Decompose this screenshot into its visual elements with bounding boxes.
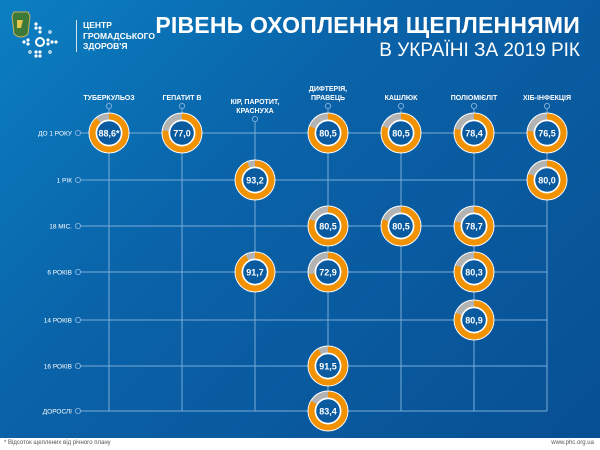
donut-value-arc xyxy=(235,160,275,200)
donut-value-arc xyxy=(527,113,567,153)
donut-value-label: 80,5 xyxy=(392,221,410,231)
donut-value-label: 76,5 xyxy=(538,128,556,138)
row-marker-icon xyxy=(74,316,82,324)
donut-value-label: 91,5 xyxy=(319,361,337,371)
column-label: ПРАВЕЦЬ xyxy=(311,95,345,102)
donut-center xyxy=(389,214,413,238)
donut-center xyxy=(462,121,486,145)
donut-center xyxy=(316,399,340,423)
donut-center xyxy=(243,168,267,192)
row-marker-icon xyxy=(74,362,82,370)
column-marker-icon xyxy=(397,102,405,110)
donut-value-label: 78,7 xyxy=(465,221,483,231)
donut-value-arc xyxy=(454,252,494,292)
page-subtitle: В УКРАЇНІ ЗА 2019 РІК xyxy=(379,40,580,61)
column-marker-icon xyxy=(178,102,186,110)
column-label: КАШЛЮК xyxy=(385,95,418,102)
donut-value-label: 80,5 xyxy=(392,128,410,138)
donut-value-arc xyxy=(454,300,494,340)
column-label: КРАСНУХА xyxy=(236,108,273,115)
donut-center xyxy=(462,308,486,332)
donut-center xyxy=(170,121,194,145)
row-label: 1 РІК xyxy=(57,178,73,185)
donut-value-arc xyxy=(308,252,348,292)
logo xyxy=(11,11,58,58)
row-marker-icon xyxy=(74,129,82,137)
column-label: ГЕПАТИТ В xyxy=(163,95,202,102)
row-label: 18 МІС. xyxy=(49,224,72,231)
org-line: ГРОМАДСЬКОГО xyxy=(83,30,155,41)
donut-value-arc xyxy=(308,206,348,246)
page-title: РІВЕНЬ ОХОПЛЕННЯ ЩЕПЛЕННЯМИ xyxy=(155,12,580,38)
column-marker-icon xyxy=(470,102,478,110)
column-marker-icon xyxy=(105,102,113,110)
donut-value-label: 80,5 xyxy=(319,221,337,231)
coverage-grid: ДО 1 РОКУ 1 РІК 18 МІС. 6 РОКІВ 14 РОКІВ 16 Р… xyxy=(38,86,571,431)
donut-value-label: 80,3 xyxy=(465,267,483,277)
donut-value-arc xyxy=(235,252,275,292)
column-marker-icon xyxy=(251,115,259,123)
donut-value-arc xyxy=(89,113,129,153)
column-label: ПОЛІОМІЄЛІТ xyxy=(451,95,498,102)
row-marker-icon xyxy=(74,268,82,276)
donut-value-label: 83,4 xyxy=(319,406,337,416)
donut-center xyxy=(316,214,340,238)
donut-value-arc xyxy=(527,160,567,200)
donut-center xyxy=(243,260,267,284)
org-line: ЦЕНТР xyxy=(83,20,112,30)
donut-value-arc xyxy=(308,346,348,386)
column-marker-icon xyxy=(543,102,551,110)
donut-value-label: 77,0 xyxy=(173,128,191,138)
row-label: 16 РОКІВ xyxy=(44,364,72,371)
column-label: ДИФТЕРІЯ, xyxy=(309,86,347,93)
donut-value-label: 91,7 xyxy=(246,267,264,277)
donut-center xyxy=(316,260,340,284)
donut-center xyxy=(462,214,486,238)
row-label: 14 РОКІВ xyxy=(44,318,72,325)
column-label: ТУБЕРКУЛЬОЗ xyxy=(83,95,135,102)
row-label: 6 РОКІВ xyxy=(47,270,72,277)
footnote: * Відсоток щеплених від річного плану xyxy=(4,440,111,446)
column-marker-icon xyxy=(324,102,332,110)
donut-center xyxy=(316,354,340,378)
donut-value-label: 80,5 xyxy=(319,128,337,138)
donut-value-arc xyxy=(454,206,494,246)
donut-value-label: 80,9 xyxy=(465,315,483,325)
donut-value-arc xyxy=(381,113,421,153)
donut-center xyxy=(535,121,559,145)
infographic: ЦЕНТР ГРОМАДСЬКОГО ЗДОРОВ'Я РІВЕНЬ ОХОПЛ… xyxy=(0,0,600,438)
row-label: ДОРОСЛІ xyxy=(43,409,72,416)
row-marker-icon xyxy=(74,222,82,230)
donut-value-arc xyxy=(162,113,202,153)
donut-center xyxy=(389,121,413,145)
donut-value-label: 72,9 xyxy=(319,267,337,277)
donut-value-label: 88,6* xyxy=(98,128,120,138)
donut-value-arc xyxy=(308,113,348,153)
donut-value-label: 93,2 xyxy=(246,175,264,185)
org-line: ЗДОРОВ'Я xyxy=(83,41,128,51)
row-label: ДО 1 РОКУ xyxy=(38,131,73,138)
row-marker-icon xyxy=(74,407,82,415)
donut-value-label: 80,0 xyxy=(538,175,556,185)
website-link[interactable]: www.phc.org.ua xyxy=(551,440,594,446)
row-marker-icon xyxy=(74,176,82,184)
donut-value-arc xyxy=(308,391,348,431)
donut-center xyxy=(535,168,559,192)
donut-center xyxy=(462,260,486,284)
column-label: КІР, ПАРОТИТ, xyxy=(231,99,280,106)
column-label: ХІБ-ІНФЕКЦІЯ xyxy=(523,95,571,102)
donut-center xyxy=(97,121,121,145)
donut-value-arc xyxy=(454,113,494,153)
donut-center xyxy=(316,121,340,145)
donut-value-arc xyxy=(381,206,421,246)
organization-name: ЦЕНТР ГРОМАДСЬКОГО ЗДОРОВ'Я xyxy=(76,20,155,52)
donut-value-label: 78,4 xyxy=(465,128,483,138)
